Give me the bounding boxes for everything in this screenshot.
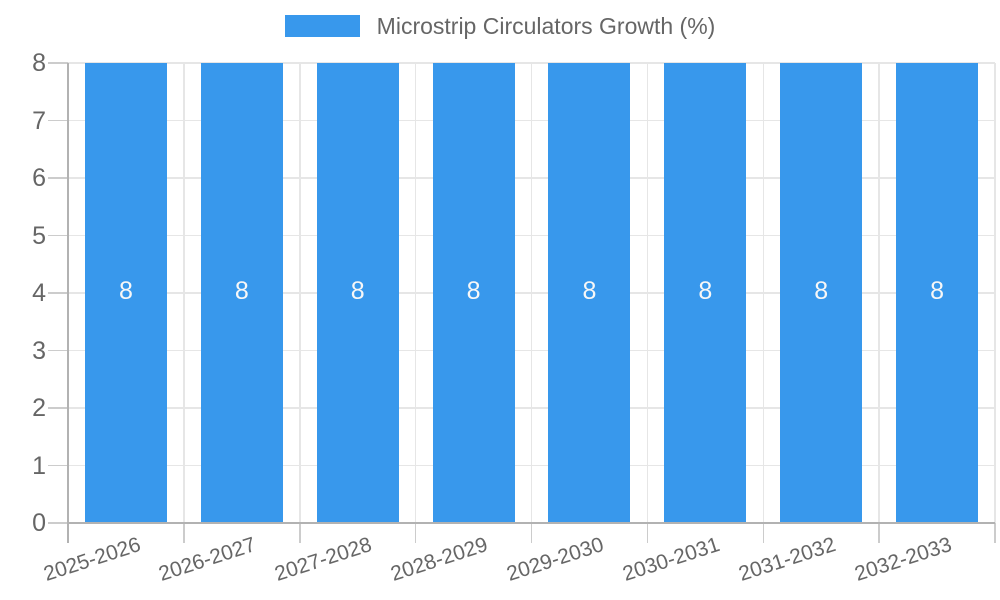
- gridline-vertical: [878, 63, 880, 523]
- x-axis-label: 2025-2026: [40, 533, 144, 586]
- x-axis-label: 2026-2027: [156, 533, 259, 586]
- y-axis-label: 6: [32, 164, 46, 192]
- bar-value-label: 8: [930, 277, 945, 305]
- y-axis-tick: [48, 177, 68, 179]
- x-axis-label: 2028-2029: [388, 533, 491, 586]
- y-axis-label: 3: [32, 336, 46, 365]
- x-axis-label: 2031-2032: [735, 533, 839, 586]
- y-axis-label: 7: [32, 106, 46, 135]
- bar-value-label: 8: [118, 277, 133, 305]
- x-axis-label: 2027-2028: [272, 533, 375, 586]
- x-axis-tick: [183, 523, 185, 543]
- bar-value-label: 8: [698, 277, 713, 305]
- bar[interactable]: [316, 63, 399, 523]
- bar-value-label: 8: [466, 277, 481, 305]
- legend-label: Microstrip Circulators Growth (%): [376, 13, 716, 39]
- x-axis-label: 2032-2033: [851, 533, 955, 586]
- gridline-vertical: [762, 63, 764, 523]
- y-axis-label: 5: [32, 221, 46, 250]
- x-axis-tick: [646, 523, 649, 543]
- x-axis-tick: [762, 523, 764, 543]
- x-axis-tick: [994, 523, 996, 543]
- y-axis-label: 0: [32, 509, 46, 537]
- x-axis-tick: [530, 523, 533, 543]
- y-axis-line: [67, 63, 69, 543]
- y-axis-tick: [48, 407, 68, 409]
- y-axis-label: 1: [32, 451, 46, 480]
- y-axis-tick: [48, 234, 68, 237]
- x-axis-line: [68, 522, 995, 524]
- y-axis-label: 4: [32, 279, 46, 307]
- bar[interactable]: [432, 63, 515, 523]
- bar[interactable]: [896, 63, 979, 523]
- y-axis-tick: [48, 464, 68, 467]
- bar[interactable]: [780, 63, 863, 523]
- bar[interactable]: [200, 63, 283, 523]
- y-axis-tick: [48, 349, 68, 352]
- gridline-vertical: [183, 63, 185, 523]
- legend-swatch: [284, 15, 360, 37]
- bar[interactable]: [84, 63, 167, 523]
- y-axis-label: 2: [32, 394, 46, 422]
- bar[interactable]: [664, 63, 747, 523]
- gridline-vertical: [530, 63, 533, 523]
- x-axis-tick: [299, 523, 301, 543]
- gridline-vertical: [646, 63, 649, 523]
- gridline-vertical: [414, 63, 417, 523]
- gridline-vertical: [299, 63, 301, 523]
- bar-value-label: 8: [582, 277, 597, 305]
- y-axis-tick: [48, 522, 68, 524]
- gridline-vertical: [994, 63, 996, 523]
- bar[interactable]: [548, 63, 631, 523]
- x-axis-tick: [414, 523, 417, 543]
- y-axis-label: 8: [32, 49, 46, 77]
- y-axis-tick: [48, 62, 68, 64]
- bar-value-label: 8: [234, 277, 249, 305]
- bar-value-label: 8: [814, 277, 829, 305]
- x-axis-label: 2030-2031: [619, 533, 723, 586]
- y-axis-tick: [48, 119, 68, 122]
- y-axis-tick: [48, 292, 68, 294]
- x-axis-label: 2029-2030: [503, 533, 607, 586]
- legend[interactable]: Microstrip Circulators Growth (%): [0, 13, 1000, 39]
- bar-value-label: 8: [350, 277, 365, 305]
- x-axis-tick: [878, 523, 880, 543]
